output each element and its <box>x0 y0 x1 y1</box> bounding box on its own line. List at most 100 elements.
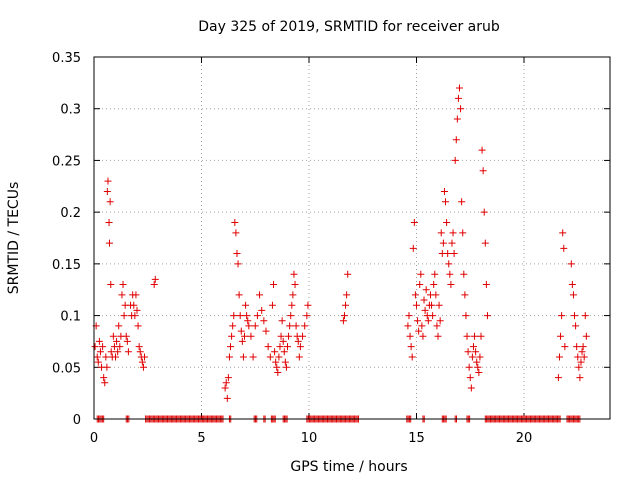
data-point <box>260 317 268 325</box>
data-point <box>233 250 241 258</box>
data-point <box>413 301 420 309</box>
data-point <box>238 337 246 345</box>
data-point <box>405 312 413 320</box>
data-point <box>444 250 452 258</box>
data-point <box>280 348 288 356</box>
data-point <box>453 115 461 123</box>
data-point <box>414 317 422 325</box>
data-point <box>420 296 428 304</box>
data-point <box>136 348 144 356</box>
data-point <box>415 327 423 335</box>
data-point <box>434 332 442 340</box>
data-point <box>253 312 261 320</box>
data-point <box>448 239 456 247</box>
x-tick-label: 0 <box>90 431 98 446</box>
data-point <box>479 167 487 175</box>
data-point <box>132 291 140 299</box>
axis-ticks: 0 0.05 0.1 0.15 0.2 0.25 0.3 0.35 0 5 10 15 20 <box>52 51 610 446</box>
data-points <box>91 84 590 423</box>
data-point <box>100 374 108 382</box>
data-point <box>474 363 482 371</box>
data-point <box>262 327 270 335</box>
data-point <box>224 374 232 382</box>
data-point <box>574 353 582 361</box>
data-point <box>410 218 418 226</box>
data-point <box>432 291 440 299</box>
data-point <box>469 343 477 351</box>
data-point <box>291 281 299 289</box>
data-point <box>443 218 451 226</box>
data-point <box>276 343 284 351</box>
data-point <box>107 281 115 289</box>
data-point <box>122 332 130 340</box>
data-point <box>256 291 264 299</box>
data-point <box>424 317 432 325</box>
data-point <box>277 332 285 340</box>
data-point <box>285 332 293 340</box>
data-point <box>442 198 450 206</box>
y-tick-label: 0.2 <box>60 206 81 221</box>
data-point <box>458 198 466 206</box>
data-point <box>461 291 469 299</box>
data-point <box>463 332 471 340</box>
data-point <box>266 353 274 361</box>
y-tick-label: 0.35 <box>52 51 81 66</box>
data-point <box>222 379 230 387</box>
data-point <box>436 317 444 325</box>
data-point <box>581 312 589 320</box>
data-point <box>131 312 139 320</box>
data-point <box>450 250 458 258</box>
data-point <box>236 312 244 320</box>
data-point <box>115 322 123 330</box>
data-point <box>421 306 429 314</box>
data-point <box>342 301 350 309</box>
data-point <box>294 337 302 345</box>
data-point <box>449 229 457 237</box>
data-point <box>135 343 143 351</box>
data-point <box>301 322 309 330</box>
x-tick-label: 10 <box>301 431 318 446</box>
data-point <box>459 229 467 237</box>
data-point <box>270 281 278 289</box>
data-point <box>251 322 259 330</box>
data-point <box>477 332 485 340</box>
data-point <box>440 187 448 195</box>
data-point <box>230 312 238 320</box>
data-point <box>273 363 281 371</box>
data-point <box>245 322 253 330</box>
data-point <box>473 358 481 366</box>
data-point <box>480 208 488 216</box>
data-point <box>451 156 459 164</box>
data-point <box>568 281 576 289</box>
data-point <box>287 312 295 320</box>
data-point <box>428 301 436 309</box>
data-point <box>101 379 109 387</box>
data-point <box>221 384 229 392</box>
y-tick-label: 0 <box>73 413 81 428</box>
data-point <box>112 353 119 361</box>
data-point <box>107 348 115 356</box>
data-point <box>289 291 297 299</box>
data-point <box>119 281 127 289</box>
data-point <box>91 343 99 351</box>
data-point <box>456 84 463 92</box>
data-point <box>133 306 141 314</box>
grid-lines <box>94 57 610 419</box>
data-point <box>241 332 248 340</box>
data-point <box>430 281 438 289</box>
data-point <box>103 363 111 371</box>
x-tick-label: 20 <box>516 431 533 446</box>
data-point <box>95 337 103 345</box>
data-point <box>114 348 122 356</box>
data-point <box>439 239 447 247</box>
data-point <box>258 306 266 314</box>
plot-frame <box>93 56 611 420</box>
data-point <box>457 105 465 113</box>
data-point <box>431 270 439 278</box>
data-point <box>134 322 142 330</box>
y-tick-label: 0.1 <box>60 310 81 325</box>
data-point <box>452 136 460 144</box>
data-point <box>418 322 426 330</box>
data-point <box>476 353 484 361</box>
